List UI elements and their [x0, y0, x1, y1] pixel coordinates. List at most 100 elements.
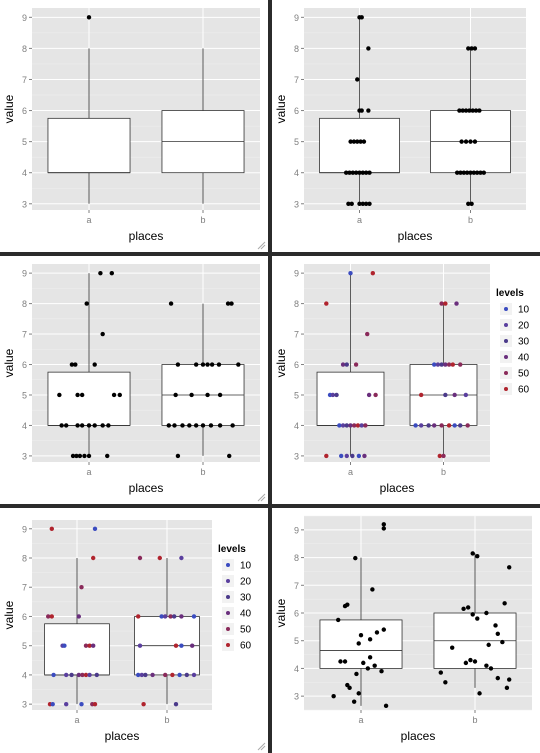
- data-point: [481, 170, 487, 175]
- y-axis-title: value: [274, 598, 288, 627]
- x-tick-label: b: [472, 715, 477, 725]
- box-plot-1: 3 4 5 6 7 8 9 a b places value: [2, 8, 260, 243]
- data-point: [217, 423, 223, 428]
- y-tick-label: 4: [294, 664, 299, 674]
- data-point: [441, 453, 446, 459]
- y-tick-label: 4: [22, 421, 27, 431]
- data-point: [507, 677, 512, 682]
- data-point: [63, 672, 69, 678]
- data-point: [57, 392, 62, 398]
- plot-background: [32, 520, 212, 710]
- data-point: [435, 362, 441, 367]
- y-tick-label: 5: [294, 137, 299, 147]
- resize-grip-icon[interactable]: [256, 240, 266, 250]
- data-point: [359, 108, 364, 113]
- data-point: [92, 362, 97, 367]
- legend-label: 60: [240, 641, 252, 652]
- data-point: [86, 423, 92, 428]
- y-tick-label: 5: [22, 641, 27, 651]
- data-point: [454, 170, 460, 175]
- y-tick-label: 6: [22, 360, 27, 370]
- x-axis-title: places: [129, 481, 164, 495]
- y-tick-label: 3: [294, 451, 299, 461]
- data-point: [141, 701, 146, 707]
- data-point: [117, 392, 122, 398]
- data-point: [187, 423, 192, 428]
- legend-key: [504, 323, 508, 327]
- data-point: [200, 423, 206, 428]
- data-point: [374, 630, 380, 635]
- data-point: [76, 614, 82, 619]
- data-point: [353, 555, 358, 561]
- chart-panel-4: 3 4 5 6 7 8 9 a b places value levels 10 20 30 40 50 60: [272, 256, 540, 504]
- data-point: [367, 170, 372, 175]
- y-tick-label: 8: [294, 299, 299, 309]
- x-tick-label: b: [441, 467, 446, 477]
- data-point: [339, 453, 344, 459]
- y-tick-label: 9: [294, 13, 299, 23]
- y-tick-label: 9: [294, 269, 299, 279]
- data-point: [469, 201, 474, 206]
- data-point: [358, 632, 364, 638]
- resize-grip-icon[interactable]: [256, 492, 266, 502]
- box-plot-5: 3 4 5 6 7 8 9 a b places value levels 10 20 30 40 50 60: [2, 520, 252, 743]
- data-point: [458, 423, 463, 428]
- data-point: [168, 301, 174, 306]
- y-tick-label: 7: [22, 330, 27, 340]
- data-point: [86, 453, 92, 459]
- box: [47, 117, 131, 174]
- data-point: [80, 672, 85, 678]
- y-tick-label: 4: [294, 168, 299, 178]
- data-point: [443, 680, 448, 685]
- data-point: [356, 691, 361, 696]
- y-tick-label: 7: [22, 583, 27, 593]
- data-point: [344, 362, 349, 367]
- y-tick-label: 7: [294, 581, 299, 591]
- resize-grip-icon[interactable]: [256, 741, 266, 751]
- x-axis-title: places: [129, 229, 164, 243]
- data-point: [77, 453, 83, 459]
- data-point: [331, 693, 336, 699]
- x-tick-label: a: [86, 215, 91, 225]
- data-point: [137, 643, 143, 648]
- data-point: [366, 108, 371, 113]
- data-point: [216, 362, 222, 367]
- data-point: [358, 139, 363, 144]
- data-point: [457, 108, 462, 113]
- data-point: [334, 392, 339, 398]
- data-point: [92, 701, 98, 707]
- data-point: [91, 643, 96, 648]
- data-point: [163, 672, 168, 678]
- data-point: [62, 643, 67, 648]
- x-axis-title: places: [398, 229, 433, 243]
- box-plot-4: 3 4 5 6 7 8 9 a b places value levels 10 20 30 40 50 60: [274, 264, 530, 495]
- data-point: [443, 301, 448, 306]
- data-point: [109, 270, 115, 276]
- data-point: [179, 555, 184, 561]
- data-point: [74, 453, 79, 459]
- data-point: [229, 301, 234, 306]
- legend-key: [226, 643, 230, 647]
- plot-background: [32, 264, 260, 462]
- x-tick-label: a: [348, 467, 353, 477]
- data-point: [353, 170, 359, 175]
- data-point: [70, 453, 76, 459]
- y-tick-label: 7: [294, 330, 299, 340]
- data-point: [439, 423, 444, 428]
- y-tick-label: 6: [22, 106, 27, 116]
- x-axis-title: places: [105, 729, 140, 743]
- data-point: [190, 643, 195, 648]
- chart-panel-3: 3 4 5 6 7 8 9 a b places value: [0, 256, 268, 504]
- data-point: [340, 423, 346, 428]
- data-point: [200, 362, 206, 367]
- data-point: [191, 672, 197, 678]
- y-tick-label: 8: [294, 44, 299, 54]
- data-point: [209, 362, 215, 367]
- legend-key: [504, 339, 508, 343]
- data-point: [91, 555, 96, 561]
- data-point: [437, 453, 442, 459]
- data-point: [366, 46, 371, 51]
- chart-panel-5: 3 4 5 6 7 8 9 a b places value levels 10 20 30 40 50 60: [0, 508, 268, 753]
- data-point: [493, 623, 498, 628]
- data-point: [106, 423, 111, 428]
